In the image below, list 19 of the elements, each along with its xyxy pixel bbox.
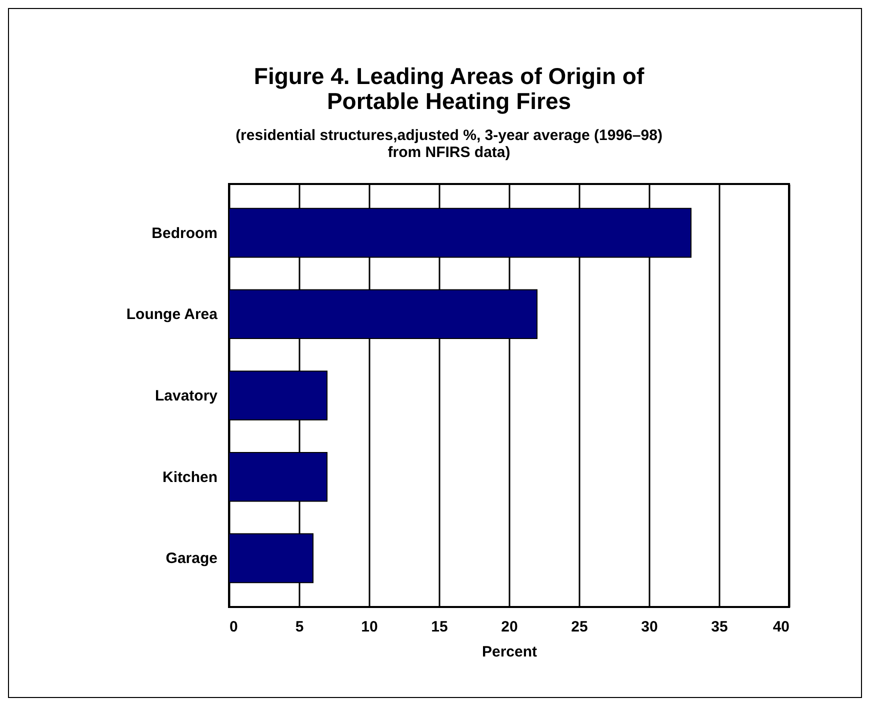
x-axis-title: Percent <box>482 644 538 660</box>
x-tick-label: 5 <box>295 618 304 636</box>
x-tick-label: 30 <box>641 618 658 636</box>
x-tick-label: 0 <box>230 618 238 636</box>
x-tick-label: 10 <box>361 618 378 636</box>
y-tick-label: Bedroom <box>152 224 218 242</box>
text: from NFIRS data) <box>388 144 510 161</box>
x-tick-label: 35 <box>711 618 728 636</box>
y-tick-label: Garage <box>166 550 218 568</box>
text: Figure 4. Leading Areas of Origin of <box>254 63 644 89</box>
x-tick-label: 15 <box>431 618 448 636</box>
text: Portable Heating Fires <box>326 88 572 114</box>
x-tick-label: 40 <box>772 618 790 636</box>
y-tick-label: Lavatory <box>154 388 218 404</box>
y-tick-label: Lounge Area <box>126 306 218 324</box>
text: (residential structures,adjusted %, 3-year average (1996–98) <box>236 127 662 144</box>
x-tick-label: 25 <box>571 618 588 636</box>
x-tick-label: 20 <box>501 618 518 636</box>
y-tick-label: Kitchen <box>162 468 218 486</box>
